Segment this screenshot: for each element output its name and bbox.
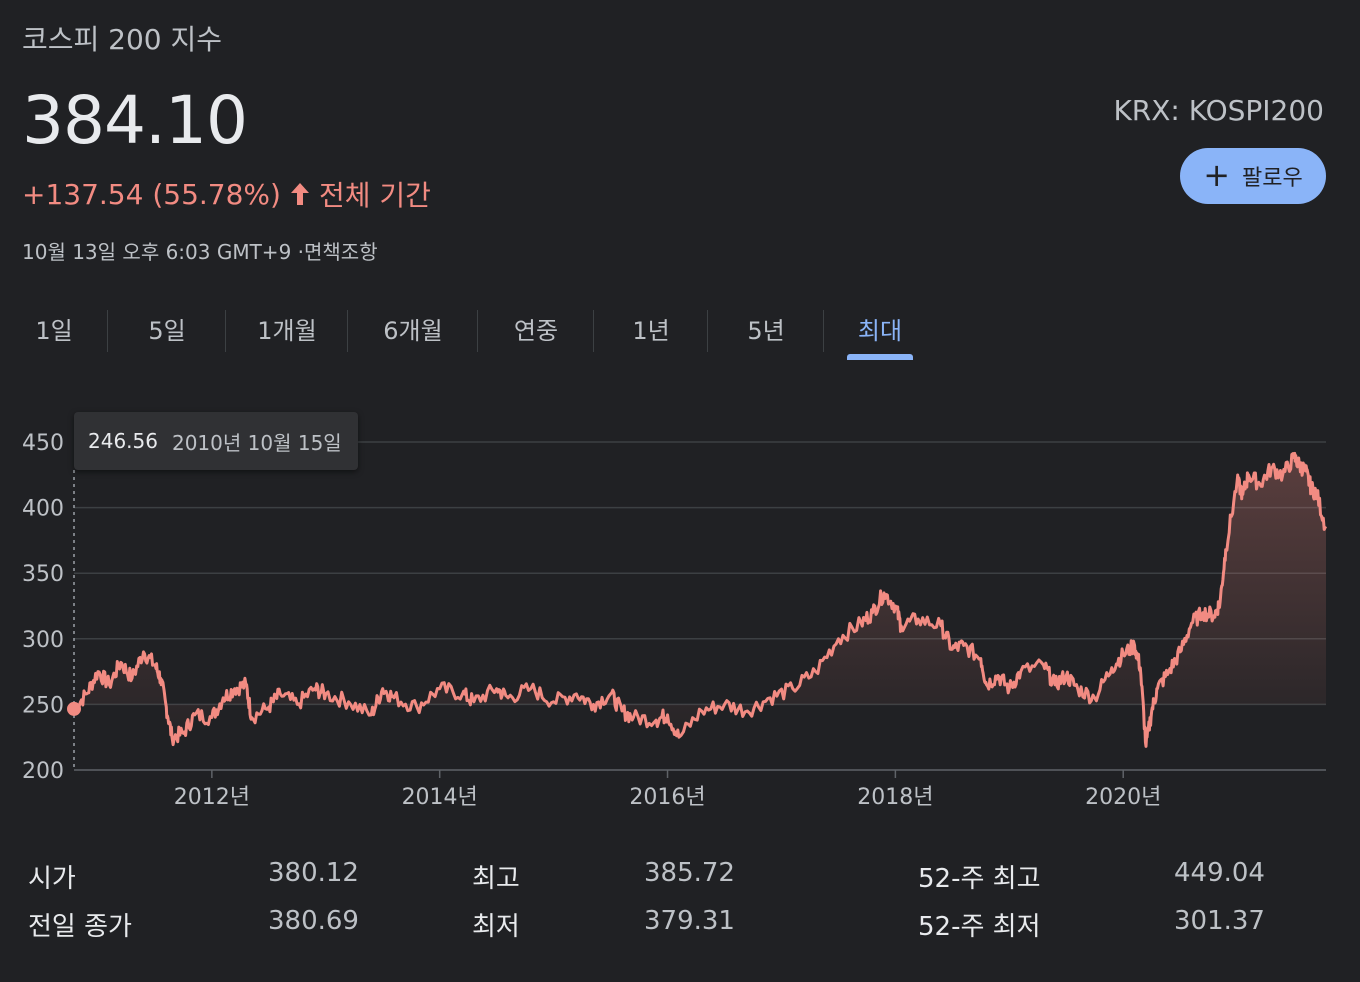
y-tick-label: 350 [22,562,64,587]
chart-tooltip: 246.56 2010년 10월 15일 [74,412,358,470]
x-tick-label: 2018년 [857,785,933,810]
tab-ytd[interactable]: 연중 [478,300,594,356]
tooltip-date: 2010년 10월 15일 [171,430,342,455]
tab-6m[interactable]: 6개월 [348,300,478,356]
timestamp-disclaimer[interactable]: 10월 13일 오후 6:03 GMT+9 ·면책조항 [22,240,378,264]
stat-value-prev-close: 380.69 [268,906,359,936]
change-period: 전체 기간 [318,179,431,212]
tab-max[interactable]: 최대 [824,300,936,360]
stat-value-open: 380.12 [268,858,359,888]
stat-label-52w-low: 52-주 최저 [918,912,1041,942]
tab-5d[interactable]: 5일 [108,300,226,356]
price-area-fill [74,453,1326,747]
y-tick-label: 400 [22,497,64,522]
plus-icon: + [1203,155,1231,194]
ticker-symbol: KRX: KOSPI200 [1113,94,1324,127]
x-tick-label: 2016년 [629,785,705,810]
range-tabs: 1일 5일 1개월 6개월 연중 1년 5년 최대 [0,300,936,362]
stat-label-open: 시가 [28,864,76,894]
y-tick-label: 300 [22,628,64,653]
tooltip-value: 246.56 [88,429,158,453]
tab-1m[interactable]: 1개월 [226,300,348,356]
stat-value-52w-high: 449.04 [1174,858,1265,888]
price-change: +137.54 (55.78%) 전체 기간 [22,174,431,214]
y-tick-label: 250 [22,693,64,718]
x-tick-label: 2014년 [402,785,478,810]
y-tick-label: 200 [22,759,64,784]
tab-1y[interactable]: 1년 [594,300,708,356]
change-value: +137.54 (55.78%) [22,177,281,211]
y-tick-label: 450 [22,431,64,456]
tab-5y[interactable]: 5년 [708,300,824,356]
arrow-up-icon [290,183,309,205]
stat-label-52w-high: 52-주 최고 [918,864,1041,894]
current-price: 384.10 [22,82,248,159]
stat-label-low: 최저 [472,912,520,942]
stat-value-high: 385.72 [644,858,735,888]
follow-button[interactable]: + 팔로우 [1180,148,1326,204]
x-tick-label: 2020년 [1085,785,1161,810]
active-tab-indicator [847,354,913,360]
stat-value-52w-low: 301.37 [1174,906,1265,936]
tab-1d[interactable]: 1일 [0,300,108,356]
page-title: 코스피 200 지수 [22,23,223,56]
x-tick-label: 2012년 [174,785,250,810]
stat-value-low: 379.31 [644,906,735,936]
stat-label-high: 최고 [472,864,520,894]
follow-label: 팔로우 [1242,166,1303,191]
stat-label-prev-close: 전일 종가 [28,912,132,942]
hover-point [67,701,81,716]
price-series-line [72,451,1328,748]
